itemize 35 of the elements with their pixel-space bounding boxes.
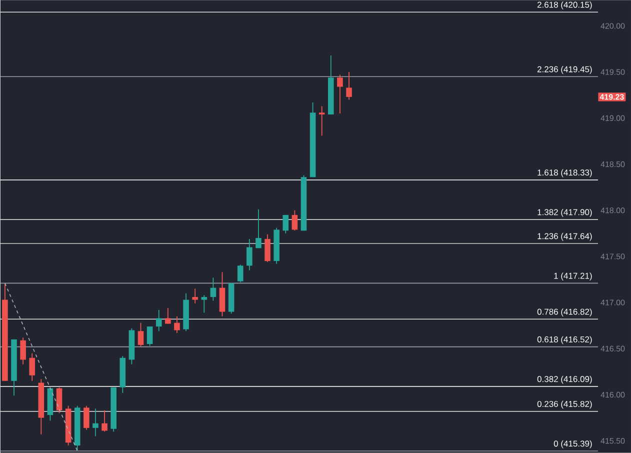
candlestick (29, 352, 35, 382)
ref-line-label: 1.618 (418.33) (538, 169, 592, 178)
ref-line-label: 2.236 (419.45) (537, 66, 592, 74)
candlestick (256, 209, 262, 249)
candlestick (174, 316, 180, 334)
ref-line-label: 0.382 (416.09) (537, 376, 592, 384)
candlestick (201, 294, 208, 314)
candlestick (264, 234, 270, 262)
candlestick (165, 308, 171, 324)
candlestick (92, 408, 98, 437)
candlestick (210, 277, 216, 302)
candlestick (56, 386, 62, 414)
candlestick (282, 214, 289, 234)
candlestick (20, 337, 26, 365)
candlestick (237, 264, 244, 283)
ref-line-label: 2.618 (420.15) (537, 2, 592, 10)
ref-line-label: 1 (417.21) (554, 272, 592, 281)
candlestick (246, 238, 252, 271)
candlestick (192, 288, 198, 304)
candlestick (292, 210, 298, 232)
candlestick (84, 405, 90, 430)
candlestick (102, 410, 108, 432)
ref-line-label: 1.382 (417.90) (538, 209, 592, 217)
ref-line-label: 1.236 (417.64) (538, 233, 592, 241)
candlestick (318, 106, 325, 136)
candlestick (156, 310, 162, 332)
candlestick (346, 72, 352, 100)
ref-line-label: 0.618 (416.52) (537, 336, 592, 344)
candlestick (146, 326, 153, 346)
candlestick (337, 74, 343, 114)
ref-line-label: 0.236 (415.82) (537, 400, 592, 409)
ref-line-label: 0.786 (416.82) (537, 308, 592, 317)
candlestick (219, 272, 226, 317)
candlestick (138, 322, 144, 348)
ref-line-label: 0 (415.39) (554, 440, 592, 448)
